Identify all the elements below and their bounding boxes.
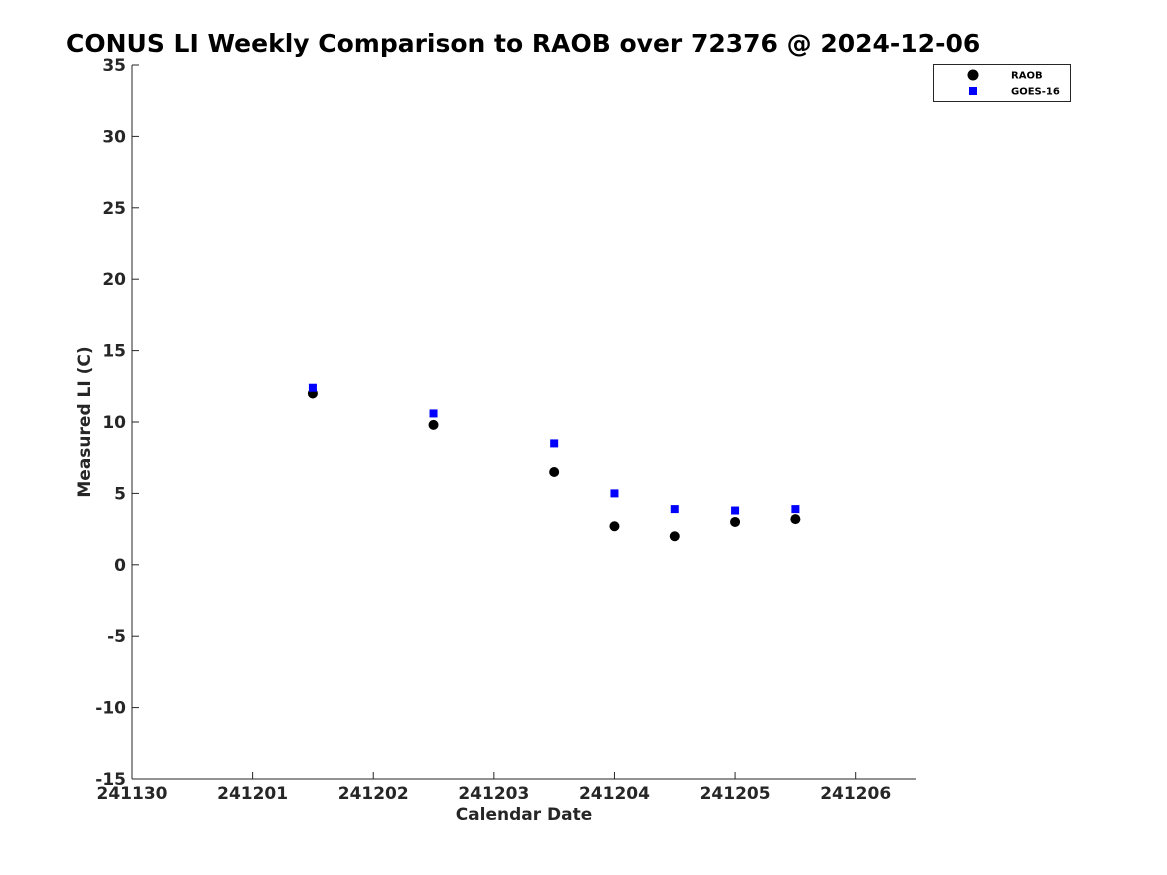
data-points bbox=[307, 383, 801, 542]
x-tick-label: 241205 bbox=[700, 784, 771, 804]
y-tick-label: -5 bbox=[107, 627, 126, 647]
raob-point bbox=[669, 531, 680, 542]
legend-label: RAOB bbox=[1011, 71, 1043, 82]
y-tick-label: 35 bbox=[102, 56, 126, 76]
x-tick-label: 241204 bbox=[579, 784, 650, 804]
goes-16-point bbox=[610, 489, 619, 498]
goes-16-point bbox=[429, 409, 438, 418]
y-tick-label: -10 bbox=[95, 699, 126, 719]
raob-point bbox=[428, 419, 439, 430]
legend-label: GOES-16 bbox=[1011, 87, 1060, 98]
legend-box bbox=[933, 64, 1071, 102]
y-ticks: 35 30 25 20 15 10 5 0 -5 -10 -15 bbox=[95, 56, 139, 790]
y-tick-label: 15 bbox=[102, 342, 126, 362]
y-tick-label: -15 bbox=[95, 770, 126, 790]
x-tick-label: 241130 bbox=[97, 784, 168, 804]
axes bbox=[131, 65, 916, 780]
goes-16-point bbox=[670, 505, 679, 514]
y-tick-label: 10 bbox=[102, 413, 126, 433]
legend: RAOB GOES-16 bbox=[933, 64, 1071, 102]
raob-point bbox=[790, 514, 801, 525]
goes-16-point bbox=[791, 505, 800, 514]
x-ticks: 241130 241201 241202 241203 241204 241205 2412… bbox=[97, 772, 891, 804]
legend-raob-marker bbox=[967, 69, 979, 81]
x-tick-label: 241206 bbox=[820, 784, 891, 804]
y-tick-label: 25 bbox=[102, 199, 126, 219]
raob-point bbox=[549, 466, 560, 477]
legend-goes-16-marker bbox=[969, 87, 977, 95]
y-tick-label: 20 bbox=[102, 270, 126, 290]
x-axis-label: Calendar Date bbox=[456, 805, 593, 825]
y-axis-label: Measured LI (C) bbox=[75, 346, 95, 497]
raob-point bbox=[730, 516, 741, 527]
goes-16-point bbox=[731, 506, 740, 515]
y-tick-label: 0 bbox=[114, 556, 126, 576]
x-tick-label: 241202 bbox=[338, 784, 409, 804]
x-tick-label: 241203 bbox=[458, 784, 529, 804]
goes-16-point bbox=[550, 439, 559, 448]
x-tick-label: 241201 bbox=[217, 784, 288, 804]
chart-title: CONUS LI Weekly Comparison to RAOB over … bbox=[66, 29, 980, 58]
raob-point bbox=[609, 521, 620, 532]
goes-16-point bbox=[308, 383, 317, 392]
y-tick-label: 5 bbox=[114, 484, 126, 504]
y-tick-label: 30 bbox=[102, 127, 126, 147]
